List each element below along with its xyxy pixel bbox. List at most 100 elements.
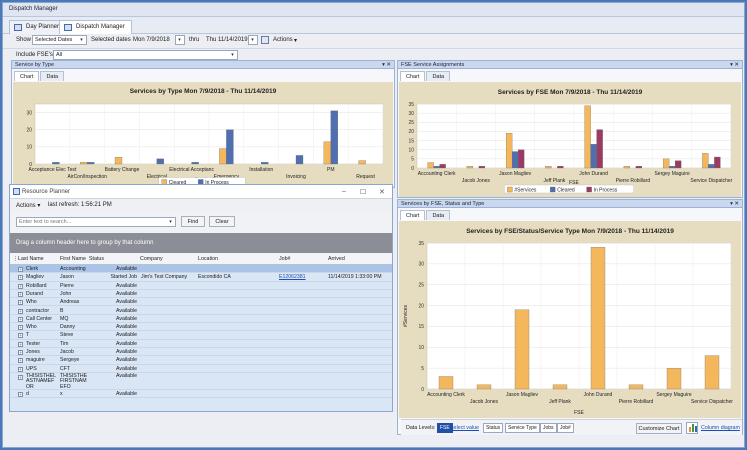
clear-button[interactable]: Clear — [209, 216, 235, 227]
col-location[interactable]: Location — [198, 256, 219, 262]
expand-row-icon[interactable]: + — [18, 358, 23, 364]
cell-first: Jason — [60, 274, 74, 281]
minimize-icon[interactable]: – — [342, 188, 346, 195]
table-row[interactable]: + Tester Tim Available — [10, 340, 392, 348]
table-row[interactable]: + Who Andreas Available — [10, 298, 392, 307]
x-tick-label: Acceptance Elec Test — [29, 167, 77, 173]
expand-row-icon[interactable]: + — [18, 374, 23, 380]
cell-first: Accounting — [60, 266, 86, 272]
bar — [439, 164, 446, 169]
expand-row-icon[interactable]: + — [18, 333, 23, 339]
column-chart-icon[interactable] — [686, 422, 698, 434]
tab-data[interactable]: Data — [426, 210, 451, 220]
service-type-level-chip[interactable]: Service Type — [505, 423, 540, 433]
table-row[interactable]: + Durand John Available — [10, 290, 392, 299]
expand-row-icon[interactable]: + — [18, 366, 23, 372]
search-input[interactable]: Enter text to search... ▾ — [16, 217, 176, 227]
col-status[interactable]: Status — [89, 256, 105, 262]
fse-level-chip[interactable]: FSE — [437, 423, 453, 433]
table-row[interactable]: + contractor B Available — [10, 307, 392, 315]
col-company[interactable]: Company — [140, 256, 163, 262]
expand-row-icon[interactable]: + — [18, 283, 23, 289]
bar — [714, 156, 721, 169]
x-tick-label: Jason Magliev — [506, 392, 538, 398]
cell-status: Available — [116, 340, 137, 347]
end-date[interactable]: Thu 11/14/2019 — [206, 37, 248, 43]
include-fse-label: Include FSE's — [16, 52, 53, 58]
tab-chart[interactable]: Chart — [400, 71, 426, 81]
expand-row-icon[interactable]: + — [18, 300, 23, 306]
select-value-link[interactable]: select value — [451, 425, 479, 431]
show-select[interactable]: Selected Dates ▾ — [32, 35, 87, 45]
actions-menu[interactable]: Actions — [273, 37, 293, 43]
jobnum-level-chip[interactable]: Job# — [557, 423, 574, 433]
tab-data[interactable]: Data — [40, 71, 65, 81]
legend-label: In Process — [205, 180, 229, 186]
expand-row-icon[interactable]: + — [18, 267, 23, 272]
panel-controls[interactable]: ▾ ✕ — [730, 201, 739, 207]
tab-chart[interactable]: Chart — [14, 71, 40, 81]
tab-day-planner[interactable]: Day Planner — [9, 20, 67, 34]
column-diagram-link[interactable]: Column diagram — [701, 425, 740, 431]
table-row[interactable]: + maguire Sergeye Available — [10, 356, 392, 365]
start-date[interactable]: Mon 7/9/2018 — [133, 37, 170, 43]
cell-arrived — [328, 373, 392, 390]
table-row[interactable]: + d x Available — [10, 390, 392, 399]
bar — [668, 166, 676, 169]
y-tick-label: 0 — [421, 387, 424, 393]
table-row[interactable]: + Clerk Accounting Available — [10, 265, 392, 274]
tab-dispatch-manager[interactable]: Dispatch Manager — [59, 20, 132, 34]
col-arrived[interactable]: Arrived — [328, 256, 345, 262]
legend-label: Cleared — [557, 188, 575, 194]
table-row[interactable]: + Robillard Pierre Available — [10, 282, 392, 290]
panel-controls[interactable]: ▾ ✕ — [382, 62, 391, 68]
find-button[interactable]: Find — [181, 216, 205, 227]
col-last-name[interactable]: Last Name — [18, 256, 44, 262]
table-row[interactable]: + Jones Jacob Available — [10, 348, 392, 357]
y-tick-label: 25 — [408, 120, 414, 126]
group-by-panel[interactable]: Drag a column header here to group by th… — [10, 233, 392, 253]
refresh-icon[interactable] — [261, 36, 269, 44]
start-date-dropdown[interactable]: ▾ — [175, 35, 185, 45]
expand-row-icon[interactable]: + — [18, 308, 23, 314]
expand-row-icon[interactable]: + — [18, 391, 23, 397]
bar — [261, 162, 269, 165]
customize-chart-button[interactable]: Customize Chart — [636, 423, 682, 434]
grid-icon — [64, 24, 72, 31]
table-row[interactable]: + Who Danny Available — [10, 323, 392, 332]
include-fse-select[interactable]: All ▾ — [53, 50, 238, 60]
col-first-name[interactable]: First Name — [60, 256, 86, 262]
bar — [623, 166, 631, 169]
tab-chart[interactable]: Chart — [400, 210, 426, 220]
table-row[interactable]: + UPS CFT Available — [10, 365, 392, 373]
table-row[interactable]: + Call Center MQ Available — [10, 315, 392, 324]
expand-row-icon[interactable]: + — [18, 341, 23, 347]
cell-status: Available — [116, 299, 137, 306]
panel-controls[interactable]: ▾ ✕ — [730, 62, 739, 68]
status-level-chip[interactable]: Status — [483, 423, 504, 433]
cell-first: Pierre — [60, 282, 74, 289]
bar — [191, 162, 199, 165]
jobs-level-chip[interactable]: Jobs — [540, 423, 557, 433]
close-icon[interactable]: ✕ — [379, 189, 385, 196]
tab-label: Day Planner — [26, 24, 60, 30]
cell-job[interactable]: E12062381 — [279, 274, 306, 281]
y-tick-label: 10 — [26, 145, 32, 151]
expand-row-icon[interactable]: + — [18, 350, 23, 355]
tab-data[interactable]: Data — [426, 71, 451, 81]
actions-menu[interactable]: Actions ▾ — [16, 203, 41, 209]
last-refresh: last refresh: 1:56:21 PM — [48, 202, 112, 208]
column-chooser-icon[interactable]: ⋮ — [13, 256, 19, 262]
expand-row-icon[interactable]: + — [18, 291, 23, 297]
table-row[interactable]: + Magliev Jason Started Job Jim's Test Compa… — [10, 273, 392, 282]
table-row[interactable]: + T Steve Available — [10, 331, 392, 340]
expand-row-icon[interactable]: + — [18, 316, 23, 322]
bar — [478, 166, 486, 169]
col-job[interactable]: Job# — [279, 256, 291, 262]
expand-row-icon[interactable]: + — [18, 275, 23, 281]
end-date-dropdown[interactable]: ▾ — [248, 35, 258, 45]
legend-box — [504, 184, 634, 194]
maximize-icon[interactable]: ☐ — [360, 189, 367, 196]
table-row[interactable]: + THISISTHELASTNAMEFOR THISISTHEFIRSTNAMEF… — [10, 373, 392, 390]
expand-row-icon[interactable]: + — [18, 325, 23, 331]
